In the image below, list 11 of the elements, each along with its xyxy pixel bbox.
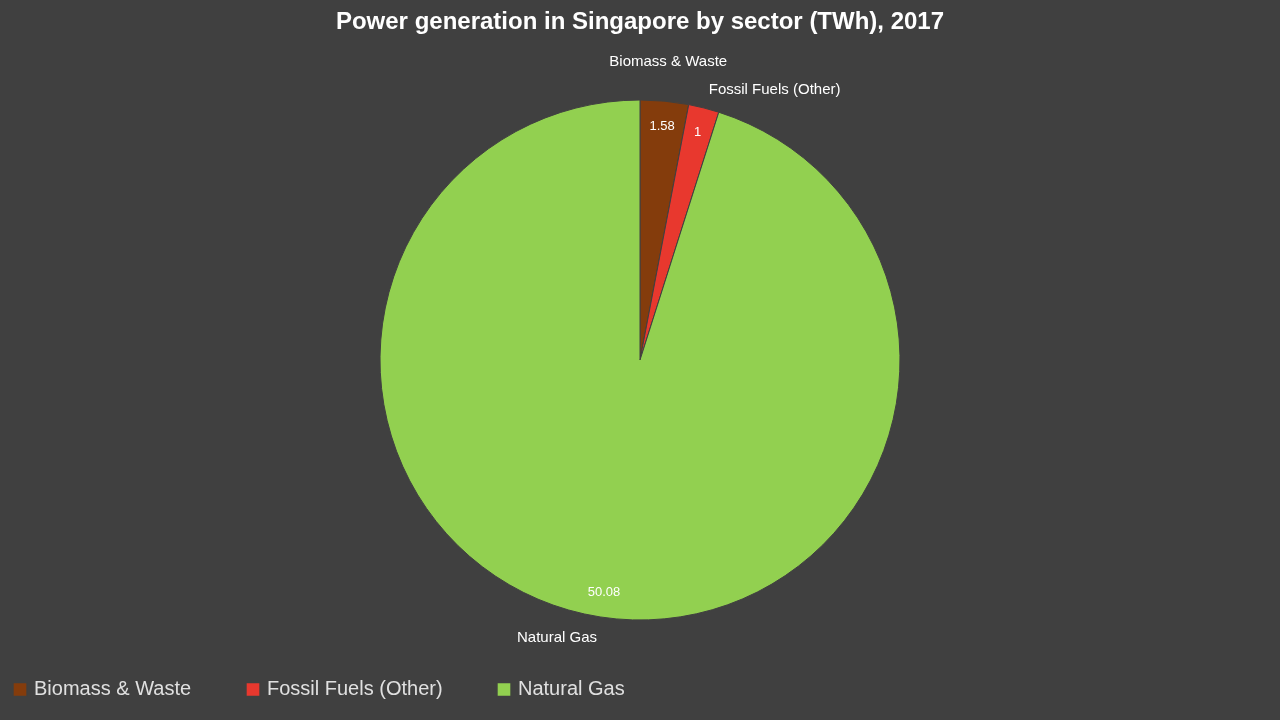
data-label: 1.58: [649, 118, 675, 134]
slice-label: Biomass & Waste: [609, 52, 728, 70]
legend-label: Natural Gas: [518, 677, 625, 700]
data-label: 1: [694, 124, 702, 140]
slice-label: Fossil Fuels (Other): [708, 79, 841, 97]
chart-title: Power generation in Singapore by sector (TWh), 2017: [335, 7, 945, 35]
slice-label: Natural Gas: [517, 627, 598, 645]
legend-label: Biomass & Waste: [34, 677, 192, 700]
data-label: 50.08: [587, 584, 621, 600]
pie-slice: [379, 99, 901, 621]
legend-label: Fossil Fuels (Other): [267, 677, 443, 700]
